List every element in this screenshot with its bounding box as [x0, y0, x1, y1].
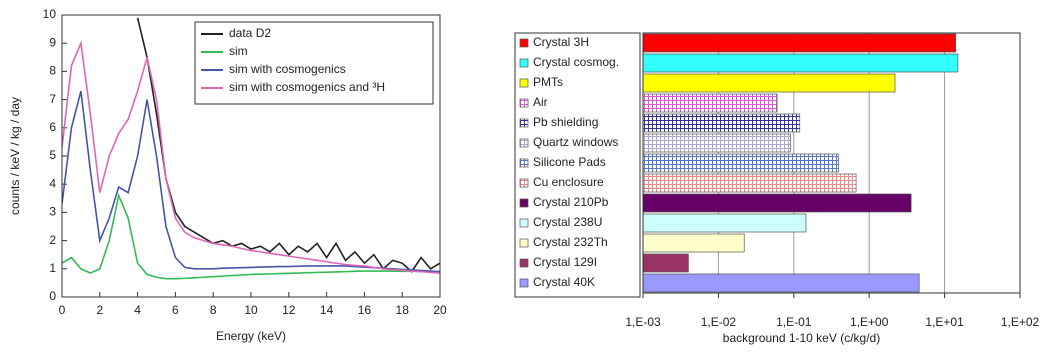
x-axis-label: Energy (keV): [216, 329, 286, 343]
legend-label: Silicone Pads: [533, 155, 606, 169]
legend-label: Crystal 129I: [533, 255, 597, 269]
legend-swatch: [519, 258, 529, 268]
bar: [642, 93, 778, 113]
legend-swatch: [519, 118, 529, 128]
y-tick-label: 3: [49, 205, 56, 219]
legend-label: Air: [533, 95, 548, 109]
legend-swatch: [519, 218, 529, 228]
x-tick-label: 1,E-01: [776, 315, 812, 329]
bar: [642, 153, 839, 173]
x-tick-label: 1,E+00: [850, 315, 889, 329]
legend-label: sim with cosmogenics and ³H: [229, 80, 385, 94]
x-tick-label: 4: [134, 303, 141, 317]
y-tick-label: 10: [43, 7, 57, 21]
bar: [642, 273, 920, 293]
x-tick-label: 16: [358, 303, 372, 317]
bar: [642, 33, 956, 53]
bar: [642, 213, 807, 233]
legend-label: sim with cosmogenics: [229, 62, 346, 76]
bar: [642, 193, 912, 213]
x-tick-label: 14: [320, 303, 334, 317]
x-tick-label: 20: [433, 303, 447, 317]
bar: [642, 253, 689, 273]
x-tick-label: 1,E+02: [1001, 315, 1040, 329]
x-tick-label: 18: [396, 303, 410, 317]
legend-label: Crystal cosmog.: [533, 55, 619, 69]
legend-label: sim: [229, 44, 248, 58]
legend-label: PMTs: [533, 75, 563, 89]
y-tick-label: 1: [49, 261, 56, 275]
y-axis-label: counts / keV / kg / day: [8, 97, 22, 215]
bar: [642, 73, 896, 93]
x-tick-label: 1,E-03: [625, 315, 661, 329]
legend-label: Crystal 238U: [533, 215, 602, 229]
legend-swatch: [519, 158, 529, 168]
legend-label: Crystal 210Pb: [533, 195, 609, 209]
series-line: [62, 90, 440, 273]
series-line: [62, 192, 440, 280]
bar: [642, 133, 791, 153]
plot-frame: [642, 32, 1021, 294]
x-tick-label: 8: [210, 303, 217, 317]
legend-label: data D2: [229, 26, 271, 40]
x-tick-label: 1,E-02: [701, 315, 737, 329]
x-tick-label: 12: [282, 303, 296, 317]
series-line: [136, 17, 440, 273]
y-tick-label: 2: [49, 233, 56, 247]
x-tick-label: 2: [96, 303, 103, 317]
x-axis-label: background 1-10 keV (c/kg/d): [723, 331, 880, 345]
y-tick-label: 7: [49, 92, 56, 106]
x-tick-label: 1,E+01: [925, 315, 964, 329]
y-tick-label: 8: [49, 64, 56, 78]
legend-label: Cu enclosure: [533, 175, 604, 189]
legend-label: Quartz windows: [533, 135, 618, 149]
bar: [642, 173, 857, 193]
bar: [642, 233, 745, 253]
series-line: [62, 40, 440, 274]
legend-swatch: [519, 58, 529, 68]
legend-label: Crystal 232Th: [533, 235, 608, 249]
y-tick-label: 6: [49, 120, 56, 134]
y-tick-label: 9: [49, 35, 56, 49]
bar: [642, 53, 959, 73]
bar: [642, 113, 801, 133]
x-tick-label: 10: [244, 303, 258, 317]
x-tick-label: 6: [172, 303, 179, 317]
legend-box: [194, 21, 434, 105]
y-tick-label: 4: [49, 176, 56, 190]
legend-label: Crystal 3H: [533, 35, 589, 49]
legend-swatch: [519, 178, 529, 188]
y-tick-label: 0: [49, 289, 56, 303]
legend-swatch: [519, 98, 529, 108]
legend-swatch: [519, 78, 529, 88]
x-tick-label: 0: [59, 303, 66, 317]
legend-label: Crystal 40K: [533, 275, 595, 289]
legend-swatch: [519, 278, 529, 288]
legend-swatch: [519, 198, 529, 208]
legend-box: [514, 32, 641, 298]
legend-swatch: [519, 238, 529, 248]
plot-frame: [61, 14, 441, 298]
legend-swatch: [519, 38, 529, 48]
legend-swatch: [519, 138, 529, 148]
y-tick-label: 5: [49, 148, 56, 162]
legend-label: Pb shielding: [533, 115, 598, 129]
